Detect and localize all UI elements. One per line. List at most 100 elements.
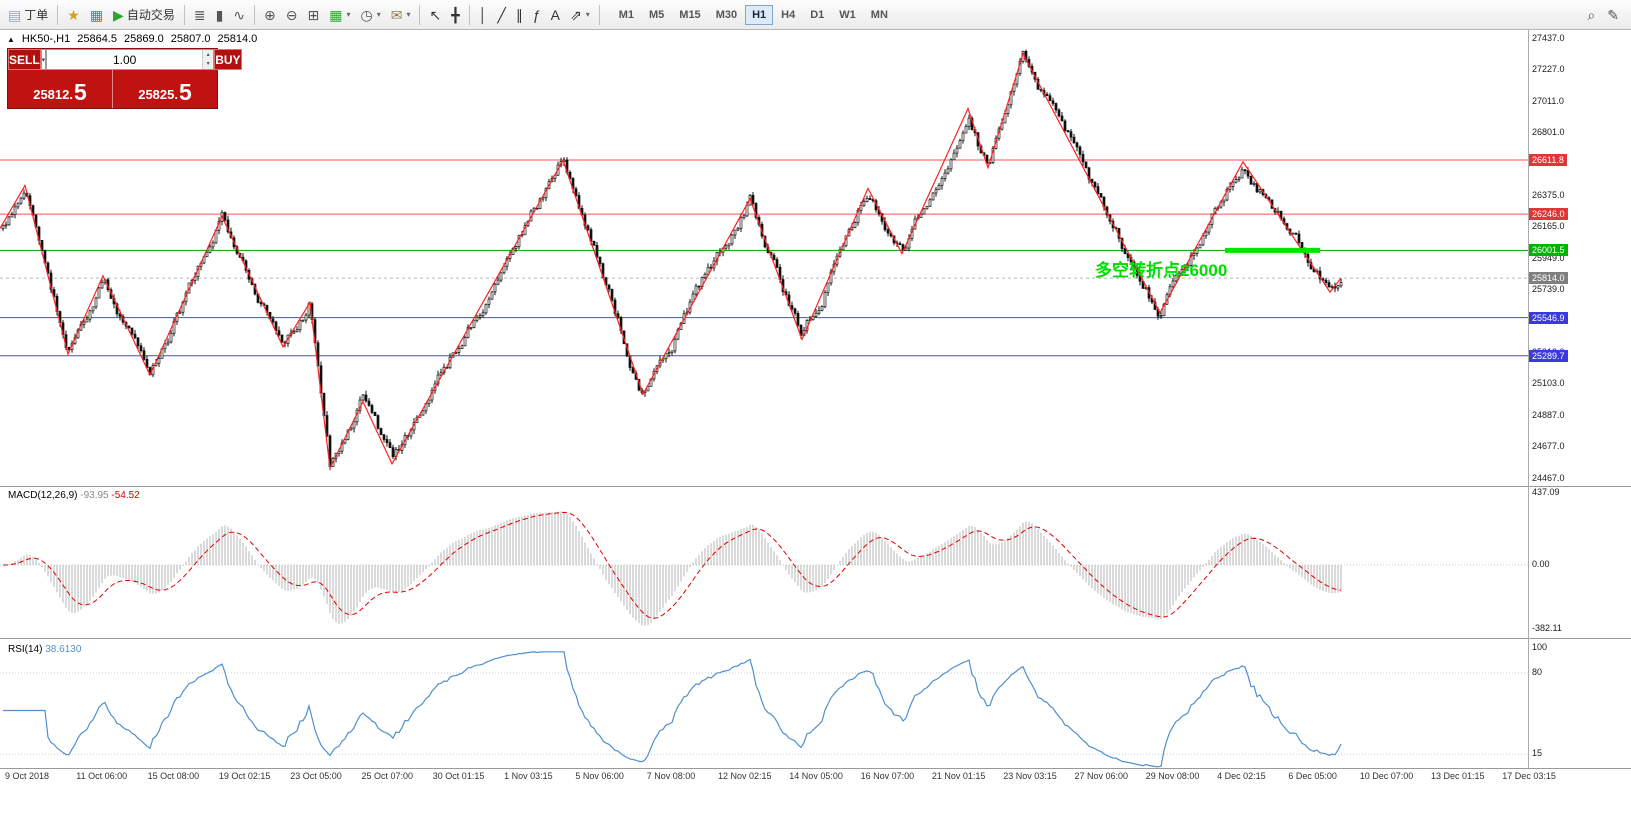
toolbar-separator (183, 4, 185, 25)
market-watch-icon: ▦ (89, 6, 104, 23)
vertical-line-icon: │ (478, 6, 488, 23)
favorites-icon: ★ (67, 6, 80, 23)
volume-box: ▴ ▾ (46, 49, 215, 70)
chart-annotation: 多空转折点26000 (1095, 261, 1228, 280)
text-icon: A (550, 6, 560, 23)
toolbar-separator (468, 4, 470, 25)
buy-price-pips: 5 (178, 79, 192, 106)
crosshair-icon[interactable]: ╋ (446, 5, 464, 25)
new-order-button-label: 丁单 (24, 8, 49, 22)
one-click-trading-panel: SELL ▾ ▴ ▾ BUY 25812.5 25825.5 (7, 48, 242, 109)
fibonacci-icon: ƒ (532, 6, 541, 23)
chart-title: ▲ HK50-,H1 25864.5 25869.0 25807.0 25814… (7, 33, 257, 45)
dropdown-caret-icon: ▾ (406, 10, 411, 19)
symbol-timeframe: HK50-,H1 (21, 33, 71, 45)
toolbar-separator (598, 4, 600, 25)
trade-controls-row: SELL ▾ ▴ ▾ BUY (8, 49, 242, 70)
templates-icon: ✉ (390, 6, 403, 23)
vertical-line-icon[interactable]: │ (474, 5, 493, 25)
sell-price[interactable]: 25812. 5 (8, 70, 112, 108)
buy-price[interactable]: 25825. 5 (112, 70, 217, 108)
pencil-icon[interactable]: ✎ (1602, 5, 1624, 25)
bar-chart-icon: ≣ (193, 6, 206, 23)
dropdown-caret-icon: ▾ (376, 10, 381, 19)
period-icon[interactable]: ◷ ▾ (355, 5, 385, 25)
toolbar-right-buttons: ⌕ ✎ (1582, 5, 1628, 25)
line-chart-icon[interactable]: ∿ (228, 5, 250, 25)
text-icon[interactable]: A (546, 5, 565, 25)
tile-windows-icon[interactable]: ⊞ (303, 5, 325, 25)
main-toolbar: ▤ 丁单 ★ ▦ ▶ 自动交易 ≣ ▮ ∿ ⊕ ⊖ ⊞ ▦ ▾ ◷ ▾ ✉ ▾ ↖ ╋ │ ╱ ∥ ƒ A ⇗ ▾ M1 M5 M15 M… (0, 0, 1631, 30)
timeframe-m1[interactable]: M1 (618, 8, 634, 21)
ohlc-open: 25864.5 (77, 33, 117, 45)
timeframe-mn[interactable]: MN (870, 8, 888, 21)
timeframe-m15[interactable]: M15 (679, 8, 701, 21)
rsi-label: RSI(14) 38.6130 (8, 644, 81, 655)
toolbar-separator (254, 4, 256, 25)
candlestick-chart-icon: ▮ (215, 6, 224, 23)
timeframe-w1[interactable]: W1 (839, 8, 856, 21)
channel-icon: ∥ (515, 6, 523, 23)
cursor-icon[interactable]: ↖ (424, 5, 446, 25)
fibonacci-icon[interactable]: ƒ (528, 5, 546, 25)
zoom-in-icon: ⊕ (264, 6, 276, 23)
auto-trading-icon: ▶ (113, 6, 124, 23)
search-icon: ⌕ (1587, 6, 1596, 23)
pencil-icon: ✎ (1607, 6, 1619, 23)
templates-icon[interactable]: ✉ ▾ (386, 5, 416, 25)
new-order-icon: ▤ (8, 6, 22, 23)
sell-price-main: 25812. (33, 87, 73, 103)
channel-icon[interactable]: ∥ (511, 5, 528, 25)
zoom-out-icon: ⊖ (285, 6, 298, 23)
volume-increase-button[interactable]: ▴ (203, 50, 214, 60)
timeframe-d1[interactable]: D1 (810, 8, 825, 21)
toolbar-buttons: ▤ 丁单 ★ ▦ ▶ 自动交易 ≣ ▮ ∿ ⊕ ⊖ ⊞ ▦ ▾ ◷ ▾ ✉ ▾ ↖ ╋ │ ╱ ∥ ƒ A ⇗ ▾ (3, 3, 604, 26)
new-order-button[interactable]: ▤ 丁单 (3, 3, 53, 26)
sell-price-pips: 5 (73, 79, 87, 106)
macd-label: MACD(12,26,9) -93.95 -54.52 (8, 490, 140, 501)
toolbar-separator (57, 4, 59, 25)
ohlc-low: 25807.0 (170, 33, 211, 45)
buy-price-main: 25825. (138, 87, 178, 103)
period-icon: ◷ (360, 6, 373, 23)
timeframe-h1[interactable]: H1 (745, 4, 774, 25)
auto-trading-button[interactable]: ▶ 自动交易 (108, 3, 180, 26)
arrows-icon: ⇗ (569, 6, 582, 23)
rsi-title-text: RSI(14) (8, 644, 43, 655)
favorites-icon[interactable]: ★ (62, 5, 85, 25)
toolbar-separator (419, 4, 421, 25)
volume-input[interactable] (47, 50, 203, 69)
macd-value-main: -93.95 (80, 490, 109, 501)
line-chart-icon: ∿ (233, 6, 246, 23)
macd-value-signal: -54.52 (111, 490, 140, 501)
arrows-icon[interactable]: ⇗ ▾ (565, 5, 595, 25)
new-chart-icon: ▦ (329, 6, 343, 23)
timeframe-h4[interactable]: H4 (781, 8, 796, 21)
sell-button[interactable]: SELL (8, 49, 41, 70)
buy-button[interactable]: BUY (214, 49, 242, 70)
new-chart-icon[interactable]: ▦ ▾ (324, 5, 355, 25)
ohlc-close: 25814.0 (217, 33, 258, 45)
volume-preset-dropdown[interactable]: ▾ (40, 49, 47, 70)
trendline-icon: ╱ (497, 6, 506, 23)
timeframe-m5[interactable]: M5 (649, 8, 665, 21)
dropdown-caret-icon: ▾ (585, 10, 590, 19)
zoom-in-icon[interactable]: ⊕ (259, 5, 281, 25)
tile-windows-icon: ⊞ (307, 6, 320, 23)
volume-stepper: ▴ ▾ (202, 50, 214, 69)
zoom-out-icon[interactable]: ⊖ (281, 5, 303, 25)
crosshair-icon: ╋ (451, 6, 460, 23)
ohlc-high: 25869.0 (123, 33, 164, 45)
search-icon[interactable]: ⌕ (1582, 5, 1600, 25)
timeframe-m30[interactable]: M30 (715, 8, 738, 21)
macd-title-text: MACD(12,26,9) (8, 490, 78, 501)
market-watch-icon[interactable]: ▦ (85, 5, 108, 25)
collapse-icon[interactable]: ▲ (7, 34, 15, 44)
auto-trading-button-label: 自动交易 (126, 8, 175, 22)
volume-decrease-button[interactable]: ▾ (203, 59, 214, 69)
candlestick-chart-icon[interactable]: ▮ (211, 5, 229, 25)
trendline-icon[interactable]: ╱ (492, 5, 510, 25)
bar-chart-icon[interactable]: ≣ (189, 5, 211, 25)
